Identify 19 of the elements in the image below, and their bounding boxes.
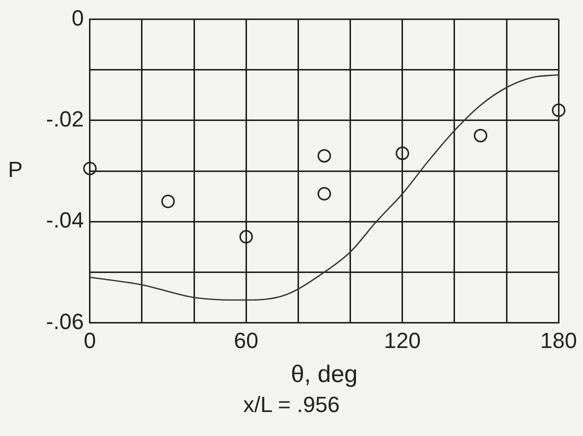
y-tick-label: 0 xyxy=(72,5,84,30)
x-axis-title: θ, deg xyxy=(290,361,358,388)
point xyxy=(474,128,488,142)
point xyxy=(318,187,332,201)
text: x/L = .956 xyxy=(242,392,341,418)
point xyxy=(161,194,175,208)
y-tick-label: -.02 xyxy=(46,106,84,132)
point xyxy=(239,230,253,244)
point xyxy=(83,162,97,176)
y-tick-label: -.06 xyxy=(46,308,84,334)
y-axis-title: P xyxy=(8,157,23,182)
x-tick-label: 180 xyxy=(540,328,578,354)
point xyxy=(552,104,566,118)
x-tick-label: 60 xyxy=(234,328,258,354)
point xyxy=(396,146,410,160)
point xyxy=(318,149,332,163)
line-series xyxy=(89,74,560,301)
y-tick-label: -.04 xyxy=(46,208,84,233)
x-tick-label: 120 xyxy=(384,328,421,354)
